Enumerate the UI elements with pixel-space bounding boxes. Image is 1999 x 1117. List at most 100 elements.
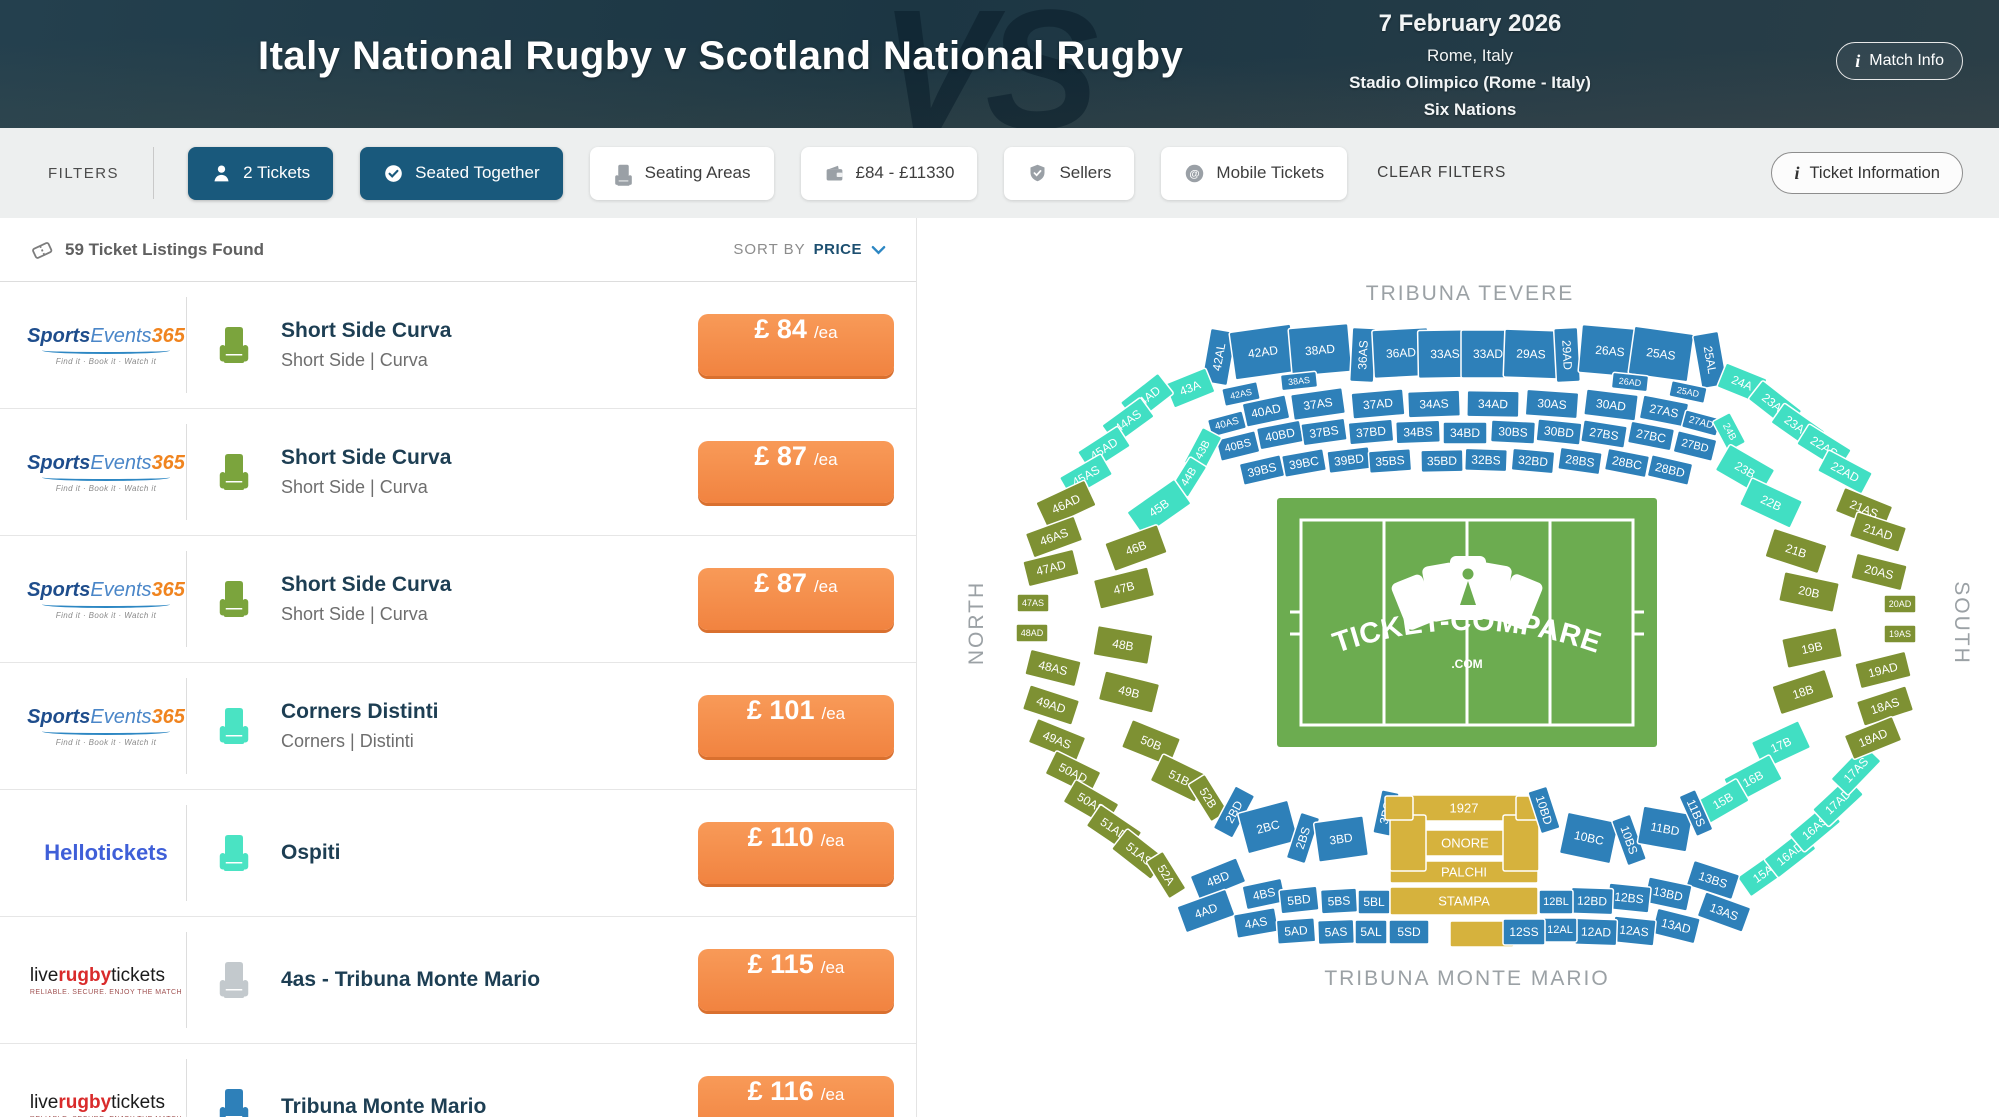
stadium-section-5bd[interactable]: 5BD: [1278, 885, 1320, 915]
stadium-section-25al[interactable]: 25AL: [1692, 330, 1728, 390]
stadium-section-12ss[interactable]: 12SS: [1502, 918, 1546, 946]
stadium-section-25as[interactable]: 25AS: [1627, 325, 1695, 383]
stadium-section-46b[interactable]: 46B: [1104, 524, 1168, 572]
stadium-section-43a[interactable]: 43A: [1164, 367, 1216, 409]
stadium-section-25ad[interactable]: 25AD: [1668, 380, 1708, 404]
ticket-information-button[interactable]: i Ticket Information: [1771, 152, 1963, 194]
price-button[interactable]: £ 101 /ea: [698, 695, 894, 757]
stadium-section-27bc[interactable]: 27BC: [1626, 420, 1676, 452]
stadium-section-5bs[interactable]: 5BS: [1319, 887, 1359, 915]
stadium-section-50ad[interactable]: 50AD: [1044, 750, 1102, 796]
stadium-section-28bd[interactable]: 28BD: [1646, 454, 1694, 486]
stadium-section-21ad[interactable]: 21AD: [1849, 511, 1907, 553]
stadium-section-46as[interactable]: 46AS: [1024, 515, 1084, 559]
stadium-section-27bd[interactable]: 27BD: [1672, 430, 1718, 462]
ticket-listing-row[interactable]: SportsEvents365 Find it · Book it · Watch…: [0, 536, 916, 663]
stadium-section-52b[interactable]: 52B: [1187, 774, 1229, 822]
stadium-section[interactable]: [1502, 814, 1540, 872]
stadium-section-30as[interactable]: 30AS: [1524, 388, 1580, 420]
stadium-section-27as[interactable]: 27AS: [1638, 394, 1690, 428]
stadium-section-47ad[interactable]: 47AD: [1022, 548, 1080, 588]
filter-button-seating-areas[interactable]: Seating Areas: [589, 146, 774, 200]
stadium-section-21b[interactable]: 21B: [1764, 527, 1828, 575]
stadium-section-34ad[interactable]: 34AD: [1466, 389, 1520, 419]
stadium-section-40ad[interactable]: 40AD: [1241, 394, 1291, 428]
stadium-section-49as[interactable]: 49AS: [1027, 718, 1087, 762]
stadium-section-32bd[interactable]: 32BD: [1510, 447, 1556, 475]
stadium-section-10bd[interactable]: 10BD: [1527, 785, 1561, 835]
stadium-section-19as[interactable]: 19AS: [1883, 624, 1917, 644]
ticket-listing-row[interactable]: Hellotickets Ospiti £ 110 /ea: [0, 790, 916, 917]
stadium-section-36ad[interactable]: 36AD: [1371, 326, 1431, 380]
filter-button--84-11330[interactable]: £84 - £11330: [800, 146, 978, 200]
stadium-section[interactable]: [1384, 795, 1414, 821]
stadium-section[interactable]: [1389, 814, 1427, 872]
stadium-section-18b[interactable]: 18B: [1771, 668, 1835, 716]
stadium-section-20ad[interactable]: 20AD: [1883, 594, 1917, 614]
stadium-section-30bs[interactable]: 30BS: [1489, 419, 1537, 445]
stadium-section-49ad[interactable]: 49AD: [1022, 684, 1080, 726]
filter-button-mobile-tickets[interactable]: @ Mobile Tickets: [1161, 146, 1348, 200]
filter-button-sellers[interactable]: Sellers: [1004, 146, 1135, 200]
stadium-section-38as[interactable]: 38AS: [1279, 370, 1319, 392]
ticket-listing-row[interactable]: SportsEvents365 Find it · Book it · Watch…: [0, 282, 916, 409]
stadium-section-19b[interactable]: 19B: [1781, 627, 1843, 669]
price-button[interactable]: £ 110 /ea: [698, 822, 894, 884]
stadium-section-39bd[interactable]: 39BD: [1326, 446, 1372, 474]
stadium-section-35bd[interactable]: 35BD: [1420, 448, 1464, 474]
price-button[interactable]: £ 84 /ea: [698, 314, 894, 376]
stadium-section-46ad[interactable]: 46AD: [1035, 479, 1097, 529]
stadium-section-39bs[interactable]: 39BS: [1238, 454, 1286, 486]
stadium-section-34as[interactable]: 34AS: [1406, 389, 1462, 419]
stadium-section-47b[interactable]: 47B: [1092, 566, 1156, 610]
stadium-section-24b[interactable]: 24B: [1712, 412, 1746, 452]
stadium-section-39bc[interactable]: 39BC: [1280, 448, 1328, 478]
stadium-section-36as[interactable]: 36AS: [1348, 326, 1378, 384]
stadium-section-10bc[interactable]: 10BC: [1558, 811, 1620, 865]
stadium-section-18as[interactable]: 18AS: [1856, 685, 1914, 727]
stadium-section-40bd[interactable]: 40BD: [1255, 419, 1305, 451]
stadium-section-35bs[interactable]: 35BS: [1367, 447, 1413, 475]
stadium-section-5bl[interactable]: 5BL: [1357, 889, 1391, 915]
stadium-section-20b[interactable]: 20B: [1778, 571, 1840, 613]
stadium-section-45b[interactable]: 45B: [1126, 479, 1192, 537]
stadium-section-52a[interactable]: 52A: [1145, 851, 1187, 899]
stadium-section-30bd[interactable]: 30BD: [1535, 418, 1583, 446]
stadium-section-4as[interactable]: 4AS: [1232, 907, 1280, 939]
stadium-section-12ad[interactable]: 12AD: [1573, 917, 1619, 947]
stadium-section-29as[interactable]: 29AS: [1502, 328, 1560, 380]
stadium-section-stampa[interactable]: STAMPA: [1389, 886, 1539, 916]
stadium-section-11bd[interactable]: 11BD: [1636, 805, 1694, 853]
stadium-section-26as[interactable]: 26AS: [1577, 323, 1643, 379]
stadium-section-48ad[interactable]: 48AD: [1015, 623, 1049, 643]
filter-button-2-tickets[interactable]: 2 Tickets: [188, 146, 334, 200]
stadium-section-38ad[interactable]: 38AD: [1287, 322, 1353, 378]
stadium-section-48as[interactable]: 48AS: [1024, 648, 1082, 688]
stadium-section-onore[interactable]: ONORE: [1390, 829, 1540, 857]
stadium-section-42al[interactable]: 42AL: [1201, 327, 1237, 387]
stadium-section-49b[interactable]: 49B: [1097, 670, 1161, 714]
stadium-section-5sd[interactable]: 5SD: [1388, 919, 1430, 945]
stadium-section-28bs[interactable]: 28BS: [1557, 446, 1603, 476]
filter-button-seated-together[interactable]: Seated Together: [360, 146, 563, 200]
stadium-section-1927[interactable]: 1927: [1404, 794, 1524, 822]
stadium-section-40bs[interactable]: 40BS: [1215, 430, 1261, 462]
sort-by-control[interactable]: SORT BY PRICE: [733, 241, 886, 258]
stadium-section-5ad[interactable]: 5AD: [1275, 917, 1317, 945]
stadium-section-19ad[interactable]: 19AD: [1854, 650, 1912, 690]
stadium-section-33ad[interactable]: 33AD: [1460, 329, 1516, 379]
stadium-section-37ad[interactable]: 37AD: [1350, 388, 1406, 420]
stadium-section-5al[interactable]: 5AL: [1354, 919, 1388, 945]
ticket-listing-row[interactable]: SportsEvents365 Find it · Book it · Watch…: [0, 409, 916, 536]
stadium-section-37bd[interactable]: 37BD: [1347, 418, 1395, 446]
stadium-section-3bd[interactable]: 3BD: [1312, 815, 1370, 863]
match-info-button[interactable]: i Match Info: [1836, 42, 1963, 80]
clear-filters-button[interactable]: CLEAR FILTERS: [1377, 164, 1507, 181]
stadium-section-37as[interactable]: 37AS: [1289, 387, 1347, 421]
stadium-section-20as[interactable]: 20AS: [1850, 552, 1908, 592]
stadium-section-40as[interactable]: 40AS: [1206, 410, 1248, 438]
stadium-section-48b[interactable]: 48B: [1092, 624, 1154, 666]
price-button[interactable]: £ 87 /ea: [698, 568, 894, 630]
